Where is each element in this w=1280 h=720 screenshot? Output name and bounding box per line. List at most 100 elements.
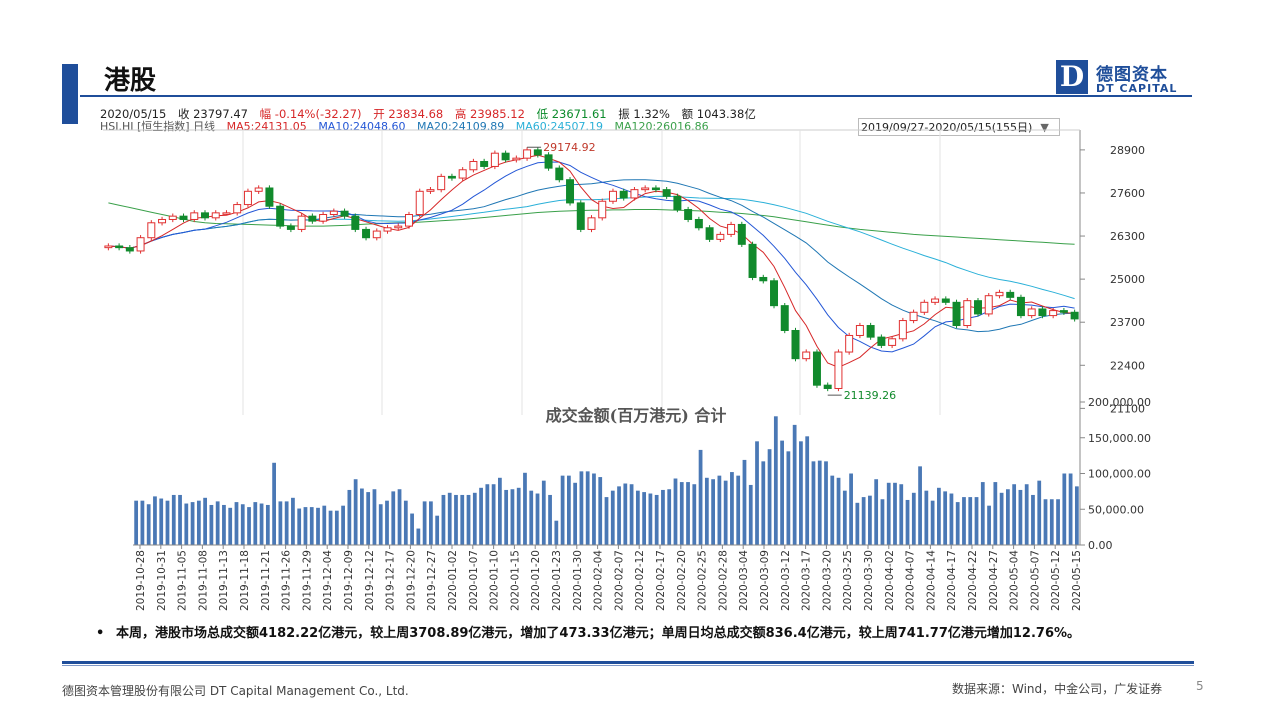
- candle-body: [737, 223, 746, 245]
- quote-close: 收 23797.47: [177, 107, 248, 121]
- price-tick-label: 22400: [1110, 359, 1145, 372]
- date-tick-label: 2020-03-12: [780, 550, 792, 611]
- volume-bar: [265, 504, 270, 545]
- date-tick-label: 2020-04-07: [905, 550, 917, 611]
- footer-rule-thin: [62, 665, 1194, 666]
- low-annotation: 21139.26: [844, 389, 897, 402]
- volume-bar: [629, 484, 634, 545]
- volume-bar: [253, 502, 258, 545]
- date-tick-label: 2019-12-27: [426, 550, 438, 611]
- volume-bar: [592, 473, 596, 545]
- date-tick-label: 2019-12-12: [364, 550, 376, 611]
- candle-body: [630, 189, 639, 199]
- volume-bar: [849, 473, 853, 545]
- volume-bar: [610, 490, 615, 545]
- volume-bar: [1056, 499, 1060, 545]
- logo-chinese-name: 德图资本: [1096, 65, 1168, 85]
- volume-bar: [153, 496, 157, 545]
- volume-bar: [447, 492, 452, 545]
- volume-bar: [654, 494, 659, 545]
- candle-body: [394, 225, 403, 229]
- volume-bar: [234, 502, 239, 545]
- date-range-selector[interactable]: 2019/09/27-2020/05/15(155日) ▼: [858, 118, 1060, 136]
- date-range-label: 2019/09/27-2020/05/15(155日): [861, 121, 1033, 134]
- date-tick-label: 2020-04-17: [946, 550, 958, 611]
- candle-body: [984, 295, 993, 315]
- volume-bar: [491, 484, 496, 545]
- candle-body: [115, 245, 124, 249]
- volume-bar: [679, 482, 684, 545]
- volume-bar: [730, 472, 734, 545]
- candle-body: [576, 202, 585, 230]
- candle-body: [297, 215, 306, 230]
- volume-bar: [228, 507, 233, 545]
- volume-bar: [824, 461, 828, 545]
- volume-bar: [717, 475, 722, 545]
- volume-bar: [598, 477, 603, 545]
- candle-body: [544, 154, 553, 169]
- candle-body: [995, 291, 1004, 297]
- volume-bar: [554, 520, 559, 545]
- candle-body: [845, 334, 854, 353]
- candle-body: [931, 298, 940, 303]
- bullet-icon: •: [96, 626, 105, 641]
- volume-bar: [504, 489, 509, 545]
- date-tick-label: 2019-11-21: [260, 550, 272, 611]
- chevron-down-icon: ▼: [1040, 121, 1049, 134]
- volume-bar: [391, 491, 396, 545]
- volume-bar: [573, 482, 578, 545]
- volume-bar: [786, 451, 791, 545]
- volume-bar: [855, 502, 860, 545]
- candle-body: [855, 325, 864, 336]
- candle-body: [1049, 310, 1058, 317]
- candle-body: [201, 212, 209, 219]
- volume-bar: [441, 494, 446, 545]
- date-tick-label: 2019-12-04: [322, 550, 334, 611]
- date-tick-label: 2020-02-07: [613, 550, 625, 611]
- candle-body: [941, 298, 950, 303]
- title-underline: [80, 95, 1192, 97]
- volume-bar: [316, 507, 320, 545]
- high-annotation: 29174.92: [543, 141, 596, 154]
- volume-bar: [291, 497, 295, 545]
- volume-bar: [861, 497, 866, 545]
- volume-bar: [479, 487, 483, 545]
- price-tick-label: 21100: [1110, 402, 1145, 415]
- candle-body: [329, 210, 338, 216]
- quote-amplitude: 振 1.32%: [618, 107, 670, 121]
- candle-body: [254, 187, 263, 192]
- volume-bar: [259, 503, 264, 545]
- volume-bar: [209, 504, 214, 545]
- volume-bar: [347, 489, 352, 545]
- date-tick-label: 2020-02-04: [593, 550, 605, 611]
- candle-body: [168, 215, 177, 220]
- volume-bar: [422, 501, 427, 545]
- volume-bar: [874, 479, 879, 545]
- volume-bar: [723, 480, 728, 545]
- summary-bullet: • 本周，港股市场总成交额4182.22亿港元，较上周3708.89亿港元，增加…: [96, 624, 1160, 643]
- candle-body: [694, 218, 703, 229]
- candle-body: [179, 215, 188, 220]
- volume-bar: [541, 480, 546, 545]
- quote-high: 高 23985.12: [454, 107, 525, 121]
- candle-body: [834, 351, 843, 389]
- volume-bar: [222, 504, 226, 545]
- date-tick-label: 2020-01-23: [551, 550, 563, 611]
- summary-text: 本周，港股市场总成交额4182.22亿港元，较上周3708.89亿港元，增加了4…: [116, 626, 1081, 641]
- volume-bar: [284, 501, 289, 545]
- volume-bar: [134, 500, 139, 545]
- volume-bar: [1049, 499, 1054, 545]
- candle-body: [308, 215, 317, 222]
- date-tick-label: 2019-11-08: [197, 550, 209, 611]
- candle-body: [286, 225, 295, 230]
- candle-body: [1059, 310, 1068, 313]
- volume-bar: [159, 498, 164, 545]
- volume-bar: [309, 507, 314, 545]
- volume-bar: [968, 497, 973, 545]
- candle-body: [136, 237, 145, 252]
- volume-bar: [604, 497, 609, 545]
- candle-body: [211, 212, 220, 219]
- candle-body: [447, 175, 456, 179]
- candle-body: [265, 187, 274, 207]
- candle-body: [490, 152, 499, 167]
